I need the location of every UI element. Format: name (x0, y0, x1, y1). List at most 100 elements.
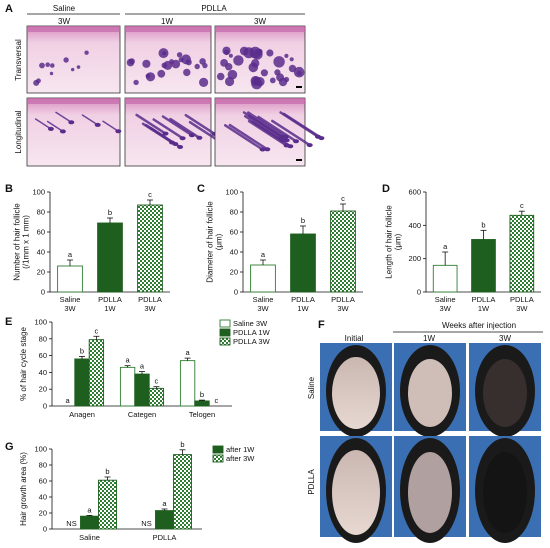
hair-follicle-longitudinal (102, 120, 120, 132)
y-tick-label: 0 (43, 525, 47, 534)
bar (74, 358, 90, 407)
hair-bulb (293, 139, 299, 144)
x-tick-label: 3W (440, 304, 452, 313)
x-tick-label: Saline (60, 295, 81, 304)
hair-follicle-longitudinal (257, 115, 298, 143)
bar (179, 360, 196, 407)
panel-f-letter: F (318, 319, 325, 331)
hair-follicle-section (289, 57, 294, 62)
histology-epidermis (125, 26, 211, 32)
x-tick-label: Categen (128, 410, 156, 419)
hair-follicle-longitudinal (248, 114, 288, 142)
hair-follicle-longitudinal (152, 118, 184, 140)
hair-follicle-longitudinal (271, 119, 311, 147)
hair-follicle-section (145, 72, 156, 82)
hair-bulb (177, 145, 184, 149)
hair-follicle-section (171, 59, 181, 69)
legend-label: Saline 3W (233, 319, 268, 328)
significance-letter: b (80, 346, 84, 355)
hair-follicle-section (142, 59, 151, 68)
hair-follicle-longitudinal (46, 120, 64, 133)
x-tick-label: PDLLA (153, 533, 177, 542)
legend-label: PDLLA 3W (233, 337, 271, 346)
x-tick-label: 3W (516, 304, 528, 313)
significance-letter: a (140, 362, 145, 371)
hair-bulb (115, 129, 122, 134)
hair-follicle-longitudinal (243, 114, 284, 142)
panel-a-group-pdlla: PDLLA (201, 4, 227, 13)
y-tick-label: 0 (43, 402, 47, 411)
y-tick-label: 20 (39, 509, 47, 518)
y-axis-label-line: (μm) (215, 233, 224, 250)
panel-f-row-label: PDLLA (307, 469, 316, 495)
x-tick-label: PDLLA (291, 295, 315, 304)
bar (98, 479, 117, 530)
histology-epidermis (27, 98, 120, 104)
histology-image (26, 25, 121, 94)
x-tick-label: Saline (435, 295, 456, 304)
hair-follicle-longitudinal (161, 115, 194, 137)
mouse-photo (320, 343, 392, 437)
x-tick-label: Anagen (69, 410, 95, 419)
mouse-photo (394, 343, 466, 437)
hair-follicle-longitudinal (81, 114, 99, 126)
legend-swatch (212, 454, 224, 463)
y-axis-label-line: (/1mm x 1 mm) (22, 215, 31, 269)
x-tick-label: PDLLA (98, 295, 122, 304)
hair-follicle-longitudinal (149, 127, 182, 149)
panel-b-letter: B (5, 183, 13, 195)
x-tick-label: Saline (79, 533, 100, 542)
significance-letter: a (126, 356, 131, 365)
hair-follicle-section (223, 49, 230, 56)
bar (88, 339, 105, 407)
hair-follicle-longitudinal (228, 123, 269, 151)
histology-image (124, 25, 212, 94)
bar (330, 210, 356, 293)
y-tick-label: 40 (37, 248, 45, 257)
y-axis-label-line: (μm) (394, 233, 403, 250)
bar (137, 204, 163, 293)
significance-letter: b (200, 390, 204, 399)
x-tick-label: 1W (297, 304, 309, 313)
hair-follicle-section (199, 77, 209, 87)
mouse-photo (320, 436, 392, 543)
histology-images (26, 25, 325, 167)
legend-swatch (219, 337, 231, 346)
hair-bulb (188, 133, 195, 138)
hair-follicle-section (39, 62, 45, 69)
legend-swatch (219, 319, 231, 328)
hair-follicle-section (296, 70, 302, 76)
y-axis-label-line: Number of hair follicle (13, 203, 22, 281)
y-tick-label: 200 (408, 254, 421, 263)
panel-f-row-label: Saline (307, 376, 316, 399)
panel-f-header: Weeks after injection (442, 321, 516, 330)
hair-follicle-section (248, 62, 259, 73)
y-axis-label-line: Length of hair follicle (385, 205, 394, 279)
hair-follicle-section (161, 62, 168, 69)
significance-letter: NS (66, 519, 76, 528)
hair-follicle-section (84, 50, 89, 55)
hair-follicle-section (269, 77, 276, 84)
histology-image (26, 97, 122, 167)
hair-follicle-section (45, 62, 50, 67)
y-tick-label: 80 (39, 461, 47, 470)
hair-follicle-section (33, 79, 40, 86)
y-tick-label: 0 (234, 288, 238, 297)
histology-epidermis (27, 26, 120, 32)
legend-swatch (219, 328, 231, 337)
regrown-hair (483, 452, 527, 533)
hair-follicle-longitudinal (184, 113, 216, 136)
significance-letter: b (180, 440, 184, 449)
hair-follicle-section (199, 58, 206, 65)
bar (194, 400, 210, 407)
bar (97, 222, 123, 293)
x-tick-label: 3W (337, 304, 349, 313)
hair-follicle-section (158, 48, 169, 59)
y-axis-label: Number of hair follicle(/1mm x 1 mm) (13, 203, 31, 281)
panel-d-letter: D (382, 183, 390, 195)
hair-bulb (264, 147, 271, 152)
hair-follicle-section (273, 56, 285, 68)
